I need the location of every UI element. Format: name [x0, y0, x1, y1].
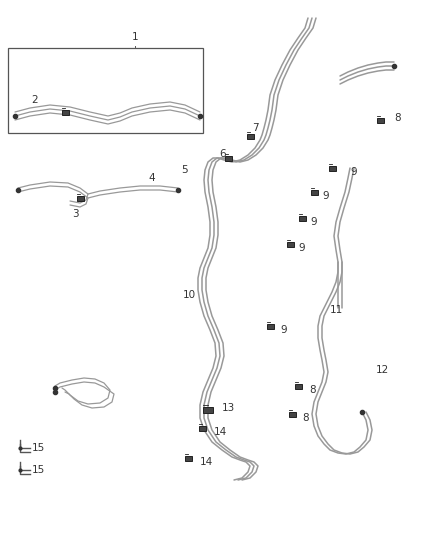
- Text: 8: 8: [394, 113, 401, 123]
- Text: 11: 11: [330, 305, 343, 315]
- FancyBboxPatch shape: [286, 241, 293, 246]
- Text: 8: 8: [302, 413, 309, 423]
- Text: 15: 15: [32, 465, 45, 475]
- FancyBboxPatch shape: [225, 156, 232, 160]
- Text: 9: 9: [322, 191, 328, 201]
- FancyBboxPatch shape: [328, 166, 336, 171]
- Text: 2: 2: [32, 95, 38, 105]
- Text: 3: 3: [72, 209, 78, 219]
- Text: 9: 9: [350, 167, 357, 177]
- FancyBboxPatch shape: [61, 109, 68, 115]
- Text: 1: 1: [132, 32, 138, 42]
- FancyBboxPatch shape: [247, 133, 254, 139]
- FancyBboxPatch shape: [77, 196, 84, 200]
- Bar: [8, 48, 203, 133]
- Text: 4: 4: [148, 173, 155, 183]
- FancyBboxPatch shape: [184, 456, 191, 461]
- Text: 8: 8: [309, 385, 316, 395]
- FancyBboxPatch shape: [198, 425, 205, 431]
- Text: 5: 5: [181, 165, 188, 175]
- Text: 13: 13: [222, 403, 235, 413]
- Text: 10: 10: [183, 290, 196, 300]
- FancyBboxPatch shape: [294, 384, 301, 389]
- Text: 9: 9: [310, 217, 317, 227]
- Text: 9: 9: [298, 243, 304, 253]
- FancyBboxPatch shape: [299, 215, 305, 221]
- FancyBboxPatch shape: [203, 407, 213, 413]
- FancyBboxPatch shape: [266, 324, 273, 328]
- Text: 14: 14: [214, 427, 227, 437]
- Text: 12: 12: [376, 365, 389, 375]
- Text: 7: 7: [252, 123, 258, 133]
- FancyBboxPatch shape: [289, 411, 296, 416]
- Text: 15: 15: [32, 443, 45, 453]
- Text: 9: 9: [280, 325, 286, 335]
- Text: 14: 14: [200, 457, 213, 467]
- Text: 6: 6: [219, 149, 226, 159]
- FancyBboxPatch shape: [377, 117, 384, 123]
- FancyBboxPatch shape: [311, 190, 318, 195]
